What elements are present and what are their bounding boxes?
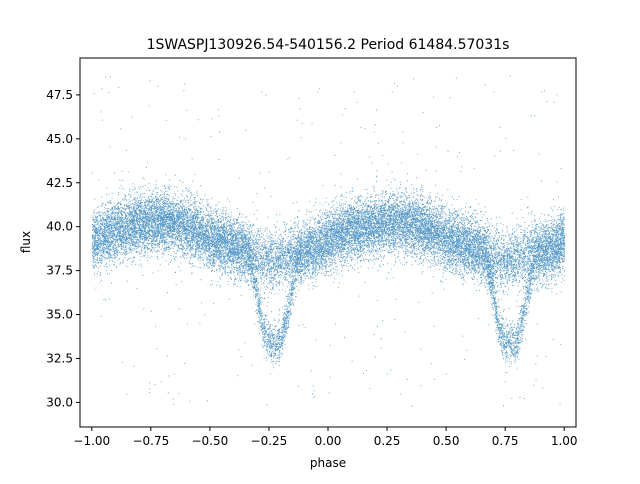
x-axis-label: phase — [310, 456, 346, 470]
y-tick-label: 32.5 — [46, 351, 73, 365]
x-tick-label: 0.75 — [492, 434, 519, 448]
data-points-layer — [91, 75, 566, 407]
y-tick-label: 47.5 — [46, 88, 73, 102]
y-tick-label: 40.0 — [46, 220, 73, 234]
x-tick-label: 0.00 — [315, 434, 342, 448]
plot-area — [79, 57, 577, 428]
x-tick-label: 1.00 — [551, 434, 578, 448]
y-tick-label: 42.5 — [46, 176, 73, 190]
x-tick-label: −0.50 — [192, 434, 229, 448]
x-tick-label: −0.75 — [132, 434, 169, 448]
y-tick-label: 45.0 — [46, 132, 73, 146]
y-tick-label: 30.0 — [46, 395, 73, 409]
y-tick-label: 35.0 — [46, 308, 73, 322]
x-tick-label: 0.50 — [433, 434, 460, 448]
chart-title: 1SWASPJ130926.54-540156.2 Period 61484.5… — [147, 37, 510, 53]
y-tick-label: 37.5 — [46, 264, 73, 278]
x-tick-label: −0.25 — [251, 434, 288, 448]
x-axis: −1.00 −0.75 −0.50 −0.25 0.00 0.25 0.50 0.75 1.00 — [73, 427, 578, 448]
y-axis-label: flux — [19, 231, 33, 253]
scatter-points — [91, 75, 566, 407]
x-tick-label: 0.25 — [374, 434, 401, 448]
y-axis: 30.0 32.5 35.0 37.5 40.0 42.5 45.0 47.5 — [46, 88, 80, 409]
x-tick-label: −1.00 — [73, 434, 110, 448]
